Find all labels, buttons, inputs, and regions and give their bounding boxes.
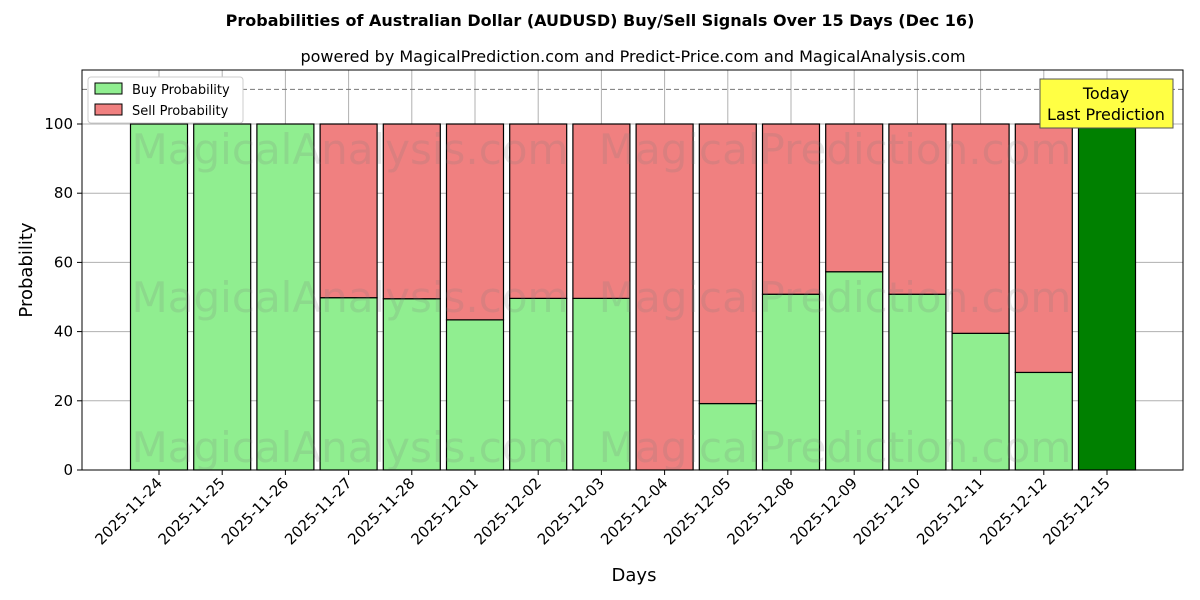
watermark: MagicalPrediction.com <box>599 273 1072 322</box>
y-axis-label: Probability <box>16 222 37 317</box>
x-tick-label: 2025-12-08 <box>723 474 797 548</box>
x-tick-label: 2025-12-15 <box>1039 474 1113 548</box>
sell-bar <box>698 123 757 405</box>
buy-bar <box>256 123 315 471</box>
y-tick-label: 80 <box>54 184 73 202</box>
buy-bar <box>1014 371 1073 471</box>
y-tick-label: 40 <box>54 323 73 341</box>
buy-bar <box>382 298 441 471</box>
annotation-line2: Last Prediction <box>1047 105 1165 124</box>
legend: Buy Probability Sell Probability <box>87 76 244 124</box>
sell-bar <box>572 123 631 299</box>
watermark: MagicalAnalysis.com <box>132 423 569 472</box>
today-annotation: Today Last Prediction <box>1039 78 1174 129</box>
x-axis-label: Days <box>612 565 657 586</box>
watermark: MagicalPrediction.com <box>599 125 1072 174</box>
x-tick-label: 2025-12-04 <box>597 474 671 548</box>
chart-title: Probabilities of Australian Dollar (AUDU… <box>226 11 975 30</box>
x-tick-label: 2025-12-10 <box>850 474 924 548</box>
sell-bar <box>319 123 378 299</box>
sell-bar <box>635 123 694 471</box>
x-tick-label: 2025-12-12 <box>976 474 1050 548</box>
sell-bar <box>951 123 1010 334</box>
sell-bar <box>1014 123 1073 374</box>
sell-bar <box>509 123 568 299</box>
x-tick-label: 2025-11-25 <box>155 474 229 548</box>
chart-subtitle: powered by MagicalPrediction.com and Pre… <box>300 47 965 66</box>
buy-bar <box>888 293 947 471</box>
x-tick-label: 2025-12-02 <box>471 474 545 548</box>
legend-swatch-sell <box>94 103 123 116</box>
y-tick-label: 100 <box>44 115 73 133</box>
x-tick-label: 2025-12-09 <box>787 474 861 548</box>
buy-bar <box>825 271 884 471</box>
legend-label-buy: Buy Probability <box>132 83 230 98</box>
watermark: MagicalAnalysis.com <box>132 273 569 322</box>
buy-bar <box>572 297 631 471</box>
x-tick-label: 2025-11-26 <box>218 474 292 548</box>
x-tick-label: 2025-11-24 <box>91 474 165 548</box>
legend-label-sell: Sell Probability <box>132 104 229 119</box>
plot-frame <box>81 69 1184 471</box>
sell-bar <box>888 123 947 295</box>
y-tick-label: 0 <box>63 461 73 479</box>
x-tick-label: 2025-12-03 <box>534 474 608 548</box>
buy-bar <box>951 332 1010 471</box>
sell-bar <box>761 123 821 295</box>
y-tick-label: 20 <box>54 392 73 410</box>
legend-swatch-buy <box>94 82 123 95</box>
sell-bar <box>382 123 441 300</box>
x-tick-label: 2025-12-11 <box>913 474 987 548</box>
sell-bar <box>825 123 884 273</box>
sell-bar <box>445 123 505 321</box>
x-tick-label: 2025-11-27 <box>281 474 355 548</box>
x-tick-label: 2025-12-01 <box>407 474 481 548</box>
x-tick-label: 2025-11-28 <box>344 474 418 548</box>
annotation-line1: Today <box>1082 84 1129 103</box>
buy-bar <box>509 297 568 471</box>
watermark: MagicalAnalysis.com <box>132 125 569 174</box>
x-tick-label: 2025-12-05 <box>660 474 734 548</box>
buy-bar <box>698 402 757 471</box>
watermark: MagicalPrediction.com <box>599 423 1072 472</box>
buy-bar <box>761 293 821 471</box>
y-tick-label: 60 <box>54 253 73 271</box>
buy-bar <box>1077 123 1137 471</box>
